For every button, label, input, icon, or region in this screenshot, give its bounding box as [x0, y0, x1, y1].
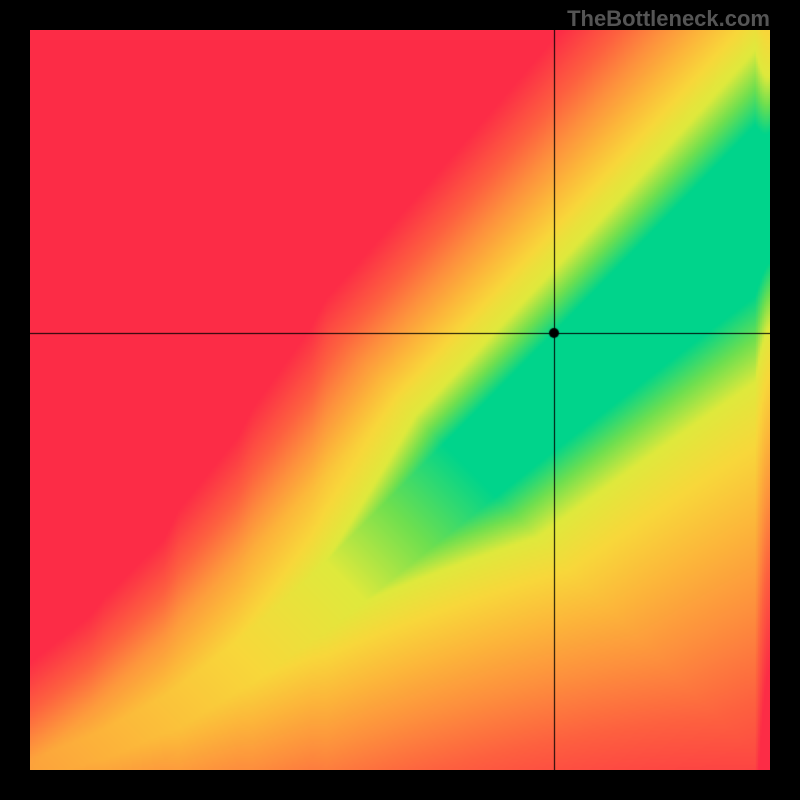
heatmap-plot-area [30, 30, 770, 770]
watermark-text: TheBottleneck.com [567, 6, 770, 32]
chart-container: TheBottleneck.com [0, 0, 800, 800]
heatmap-canvas [30, 30, 770, 770]
